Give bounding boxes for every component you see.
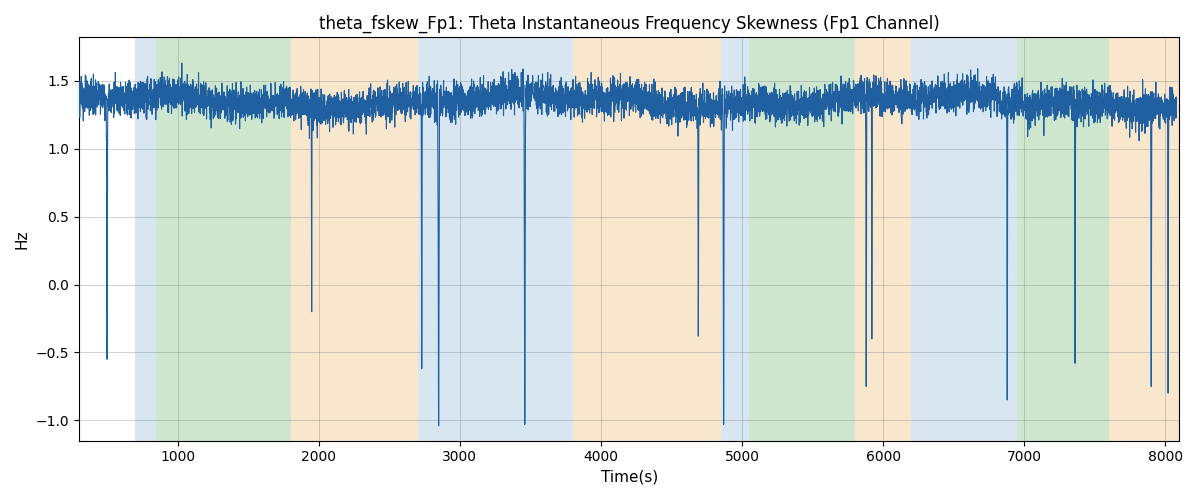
Bar — [1018, 38, 1109, 440]
Bar — [156, 38, 290, 440]
Y-axis label: Hz: Hz — [14, 230, 30, 249]
Bar — [572, 38, 721, 440]
Bar — [911, 38, 1018, 440]
Bar — [749, 38, 854, 440]
Bar — [418, 38, 572, 440]
Bar — [290, 38, 418, 440]
Title: theta_fskew_Fp1: Theta Instantaneous Frequency Skewness (Fp1 Channel): theta_fskew_Fp1: Theta Instantaneous Fre… — [319, 15, 940, 34]
Bar — [1109, 38, 1180, 440]
Bar — [721, 38, 749, 440]
Bar — [854, 38, 911, 440]
Bar — [136, 38, 156, 440]
X-axis label: Time(s): Time(s) — [600, 470, 658, 485]
